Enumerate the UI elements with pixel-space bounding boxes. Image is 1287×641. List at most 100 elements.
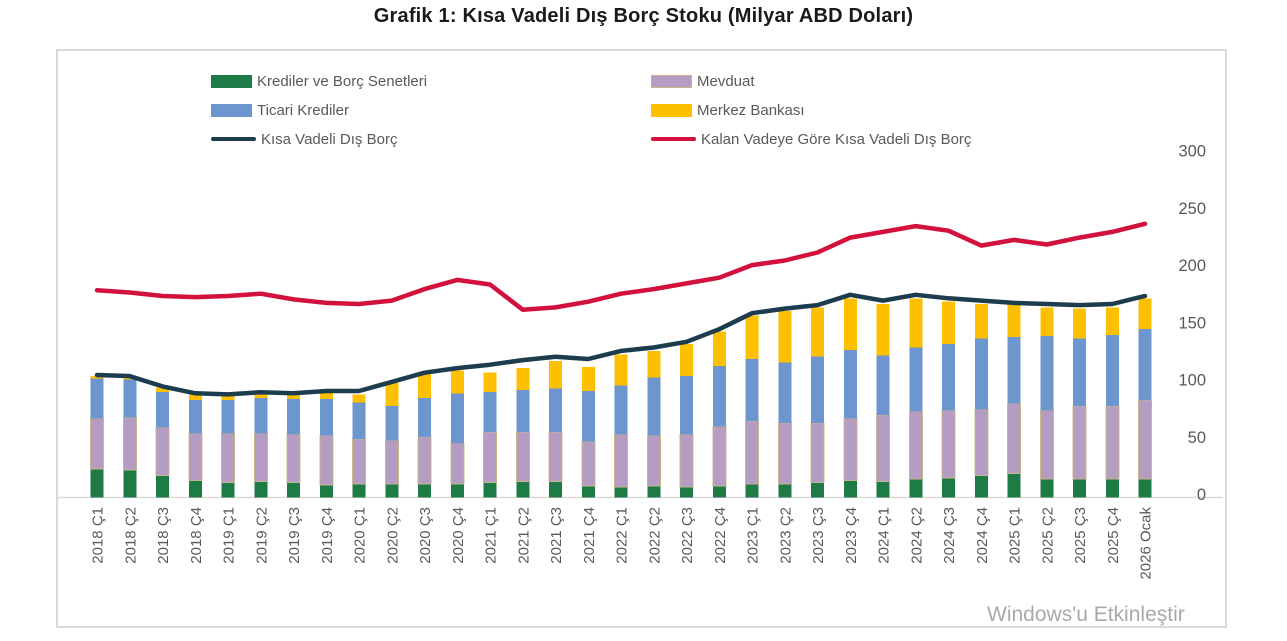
bar-segment-krediler-ve-bor-senetleri	[974, 475, 988, 498]
x-axis-label: 2024 Ç1	[876, 507, 893, 564]
bar-segment-merkez-bankas-	[483, 372, 497, 393]
chart-frame	[56, 49, 1227, 628]
bar-segment-ticari-krediler	[942, 344, 955, 411]
bar-segment-merkez-bankas-	[319, 392, 333, 400]
bar-segment-mevduat	[155, 427, 170, 477]
legend-label-ticari: Ticari Krediler	[257, 101, 349, 119]
bar-segment-krediler-ve-bor-senetleri	[843, 480, 857, 498]
bar-segment-krediler-ve-bor-senetleri	[745, 483, 759, 498]
bar-segment-merkez-bankas-	[352, 394, 366, 403]
bar-segment-ticari-krediler	[516, 389, 530, 433]
bar-segment-merkez-bankas-	[1007, 305, 1021, 338]
line-k-sa-vadeli-d-bor-	[94, 292, 1148, 397]
bar-segment-merkez-bankas-	[974, 303, 988, 339]
bar-segment-merkez-bankas-	[811, 307, 824, 357]
legend-label-merkez: Merkez Bankası	[697, 101, 805, 119]
bar-segment-ticari-krediler	[319, 399, 333, 436]
bar-segment-merkez-bankas-	[680, 344, 693, 377]
bar-segment-ticari-krediler	[811, 356, 824, 424]
legend-label-krediler: Krediler ve Borç Senetleri	[257, 72, 428, 90]
bar-segment-krediler-ve-bor-senetleri	[483, 482, 497, 498]
bar-segment-krediler-ve-bor-senetleri	[516, 481, 530, 498]
bar-segment-mevduat	[352, 438, 366, 485]
bar-segment-merkez-bankas-	[712, 331, 726, 366]
bar-segment-merkez-bankas-	[254, 392, 268, 398]
bar-segment-ticari-krediler	[450, 393, 464, 444]
x-axis-label: 2025 Ç1	[1007, 507, 1024, 564]
legend-item-merkez: Merkez Bankası	[651, 101, 805, 119]
bar-segment-ticari-krediler	[909, 347, 923, 412]
bar-segment-merkez-bankas-	[385, 383, 399, 406]
bar-segment-ticari-krediler	[254, 397, 268, 434]
x-axis-label: 2022 Ç3	[679, 507, 696, 564]
bar-segment-merkez-bankas-	[1073, 308, 1086, 339]
bar-segment-mevduat	[777, 422, 792, 485]
x-axis-label: 2022 Ç1	[614, 507, 631, 564]
bar-segment-krediler-ve-bor-senetleri	[319, 484, 333, 498]
bar-segment-krediler-ve-bor-senetleri	[1105, 479, 1119, 498]
bar-segment-mevduat	[384, 439, 399, 485]
bar-segment-mevduat	[450, 443, 465, 485]
bar-segment-ticari-krediler	[614, 385, 628, 435]
bar-segment-krediler-ve-bor-senetleri	[188, 480, 202, 498]
bar-segment-krediler-ve-bor-senetleri	[876, 481, 890, 498]
y-axis-label: 0	[1197, 486, 1206, 504]
x-axis-label: 2018 Ç1	[90, 507, 107, 564]
bar-segment-mevduat	[122, 416, 137, 471]
bar-segment-merkez-bankas-	[450, 370, 464, 394]
bar-segment-merkez-bankas-	[156, 387, 169, 393]
bar-segment-ticari-krediler	[549, 388, 562, 433]
x-axis-label: 2020 Ç1	[352, 507, 369, 564]
y-axis-label: 100	[1178, 372, 1206, 390]
bar-segment-merkez-bankas-	[221, 394, 235, 401]
legend-swatch-ticari	[211, 103, 252, 117]
legend-swatch-kisa-vadeli-line	[211, 137, 256, 141]
y-axis-label: 200	[1178, 257, 1206, 275]
x-axis-label: 2019 Ç1	[221, 507, 238, 564]
x-axis-label: 2026 Ocak	[1138, 507, 1155, 580]
bar-segment-merkez-bankas-	[418, 373, 431, 398]
bar-segment-ticari-krediler	[352, 402, 366, 440]
bar-segment-krediler-ve-bor-senetleri	[942, 478, 955, 498]
bar-segment-merkez-bankas-	[1105, 307, 1119, 335]
bar-segment-krediler-ve-bor-senetleri	[680, 487, 693, 498]
legend-item-ticari: Ticari Krediler	[211, 101, 349, 119]
bar-segment-mevduat	[712, 426, 727, 487]
x-axis-label: 2023 Ç3	[810, 507, 827, 564]
bar-segment-ticari-krediler	[974, 338, 988, 410]
y-axis-label: 150	[1178, 314, 1206, 332]
bar-segment-ticari-krediler	[221, 400, 235, 434]
bar-segment-merkez-bankas-	[647, 350, 661, 378]
legend-label-kalan-vade: Kalan Vadeye Göre Kısa Vadeli Dış Borç	[701, 130, 972, 148]
bar-segment-merkez-bankas-	[909, 298, 923, 348]
bar-segment-krediler-ve-bor-senetleri	[1073, 479, 1086, 498]
bar-segment-ticari-krediler	[483, 392, 497, 433]
x-axis-label: 2025 Ç3	[1072, 507, 1089, 564]
bar-segment-ticari-krediler	[680, 376, 693, 435]
legend-swatch-kalan-vade-line	[651, 137, 696, 141]
bar-segment-mevduat	[679, 434, 694, 488]
bar-segment-mevduat	[417, 436, 432, 485]
windows-activation-watermark: Windows'u Etkinleştir	[987, 603, 1185, 626]
bar-segment-merkez-bankas-	[942, 301, 955, 345]
bar-segment-krediler-ve-bor-senetleri	[1138, 479, 1152, 498]
bar-segment-krediler-ve-bor-senetleri	[418, 483, 431, 498]
bar-segment-ticari-krediler	[287, 399, 300, 435]
x-axis-label: 2023 Ç4	[843, 507, 860, 564]
bar-segment-mevduat	[908, 411, 923, 480]
x-axis-label: 2020 Ç4	[450, 507, 467, 564]
bar-segment-mevduat	[810, 422, 825, 484]
bar-segment-ticari-krediler	[1007, 337, 1021, 404]
bar-segment-krediler-ve-bor-senetleri	[254, 481, 268, 498]
x-axis-label: 2019 Ç3	[286, 507, 303, 564]
bar-segment-mevduat	[843, 417, 858, 481]
bar-segment-ticari-krediler	[156, 392, 169, 428]
bar-segment-mevduat	[548, 431, 563, 482]
bar-segment-merkez-bankas-	[1138, 298, 1152, 330]
bar-segment-krediler-ve-bor-senetleri	[123, 470, 137, 498]
bar-segment-ticari-krediler	[876, 355, 890, 416]
legend-swatch-krediler	[211, 74, 252, 88]
bar-segment-merkez-bankas-	[745, 315, 759, 359]
x-axis-label: 2021 Ç3	[548, 507, 565, 564]
bar-segment-krediler-ve-bor-senetleri	[1040, 479, 1054, 498]
